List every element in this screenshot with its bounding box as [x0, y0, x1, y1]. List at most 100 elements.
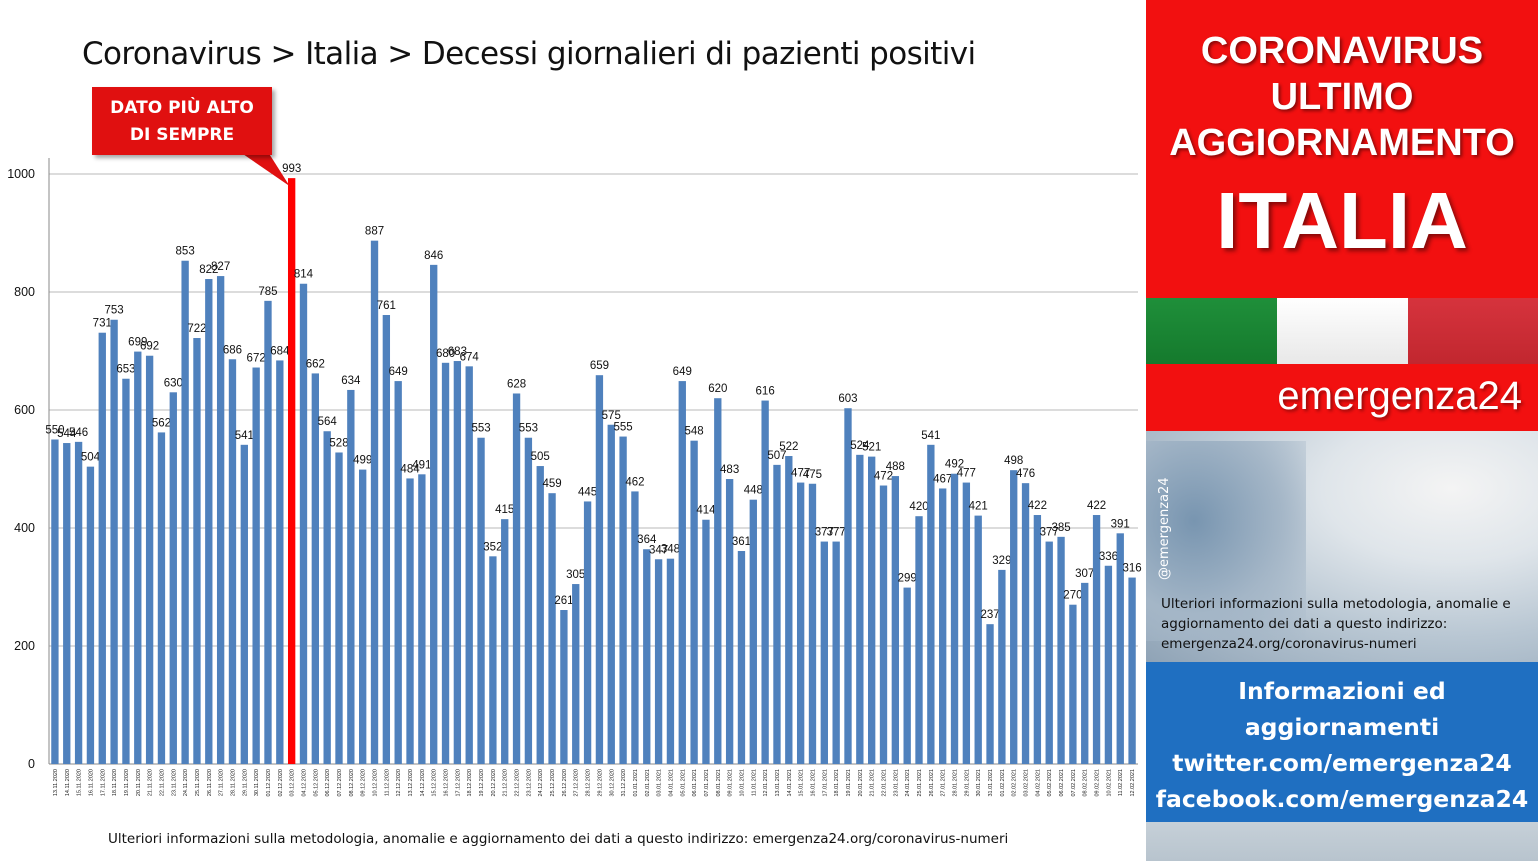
x-tick-label: 04.02.2021 — [1035, 769, 1041, 797]
x-tick-label: 27.12.2020 — [574, 769, 580, 797]
bar — [1104, 565, 1113, 764]
bar — [193, 338, 201, 764]
data-label: 307 — [1075, 568, 1094, 580]
x-tick-label: 27.01.2021 — [941, 769, 947, 797]
data-label: 575 — [602, 410, 621, 422]
bar — [1092, 515, 1101, 764]
bar — [276, 360, 284, 764]
data-label: 448 — [744, 485, 763, 497]
bar — [359, 469, 367, 764]
x-tick-label: 16.11.2020 — [88, 769, 94, 796]
facebook-link[interactable]: facebook.com/emergenza24 — [1155, 785, 1529, 813]
bar — [287, 178, 296, 764]
x-tick-label: 25.12.2020 — [550, 769, 556, 797]
banner-line-ultimo: ULTIMO — [1270, 76, 1414, 118]
background-photo: Ulteriori informazioni sulla metodologia… — [1146, 431, 1538, 662]
x-tick-label: 18.11.2020 — [112, 769, 118, 796]
bar — [1116, 533, 1124, 764]
bar — [950, 473, 959, 764]
data-label: 305 — [566, 569, 585, 581]
social-line-1: Informazioni ed — [1238, 677, 1446, 705]
data-label: 521 — [862, 442, 881, 454]
x-tick-label: 18.01.2021 — [834, 769, 840, 797]
x-tick-label: 05.12.2020 — [313, 769, 319, 797]
bar — [489, 556, 497, 764]
data-label: 316 — [1122, 563, 1141, 575]
x-tick-label: 03.02.2021 — [1024, 769, 1030, 797]
bar — [844, 408, 852, 764]
bar — [737, 551, 746, 764]
data-label: 237 — [980, 609, 999, 621]
x-tick-label: 11.12.2020 — [384, 769, 390, 796]
x-tick-label: 24.01.2021 — [905, 769, 911, 797]
data-label: 683 — [448, 346, 467, 358]
x-tick-label: 07.02.2021 — [1071, 769, 1077, 797]
data-label: 472 — [874, 471, 893, 483]
x-tick-label: 17.12.2020 — [455, 769, 461, 797]
data-label: 477 — [791, 468, 810, 480]
bar — [927, 444, 935, 764]
data-label: 483 — [720, 464, 739, 476]
flag-white-band — [1277, 298, 1408, 364]
bar — [465, 366, 473, 764]
twitter-link[interactable]: twitter.com/emergenza24 — [1172, 749, 1512, 777]
x-tick-label: 04.12.2020 — [301, 769, 307, 797]
data-label: 385 — [1051, 522, 1070, 534]
x-tick-label: 24.11.2020 — [183, 769, 189, 796]
bar — [264, 300, 272, 764]
bar — [1057, 536, 1065, 764]
x-tick-label: 15.11.2020 — [77, 769, 83, 796]
x-tick-label: 14.01.2021 — [787, 769, 793, 797]
social-handle: @emergenza24 — [1157, 477, 1172, 580]
x-tick-label: 06.12.2020 — [325, 769, 331, 797]
x-tick-label: 12.01.2021 — [763, 769, 769, 797]
bar — [74, 441, 83, 764]
x-tick-label: 10.02.2021 — [1106, 769, 1112, 797]
bar — [808, 483, 817, 764]
x-tick-label: 02.02.2021 — [1012, 769, 1018, 797]
x-tick-label: 30.01.2021 — [976, 769, 982, 797]
bar — [891, 476, 900, 764]
bar — [98, 332, 106, 764]
callout-line-1: DATO PIÙ ALTO — [110, 98, 254, 118]
bar — [145, 355, 154, 764]
x-tick-label: 25.01.2021 — [917, 769, 923, 797]
bar — [311, 373, 320, 764]
bar — [122, 378, 130, 764]
bar — [595, 375, 604, 764]
bar — [690, 440, 698, 764]
data-label: 993 — [282, 163, 301, 175]
brand-bar: emergenza24 — [1146, 364, 1538, 431]
data-label: 628 — [507, 378, 526, 390]
bar — [181, 260, 189, 764]
x-tick-label: 28.01.2021 — [953, 769, 959, 797]
sidebar-info-note: Ulteriori informazioni sulla metodologia… — [1161, 596, 1511, 652]
x-tick-label: 11.01.2021 — [751, 769, 757, 796]
x-tick-label: 06.02.2021 — [1059, 769, 1065, 797]
data-label: 445 — [578, 486, 597, 498]
x-tick-label: 09.01.2021 — [728, 769, 734, 797]
bar — [1128, 577, 1136, 764]
y-tick-label: 600 — [14, 403, 35, 417]
banner-line-italia: ITALIA — [1216, 176, 1468, 265]
bar — [370, 240, 379, 765]
x-tick-label: 09.12.2020 — [361, 769, 367, 797]
y-tick-label: 200 — [14, 639, 35, 653]
callout-pointer — [240, 152, 290, 187]
x-tick-label: 22.12.2020 — [515, 769, 521, 797]
data-label: 814 — [294, 269, 314, 281]
bar — [749, 499, 757, 764]
data-label: 422 — [1028, 500, 1047, 512]
x-tick-label: 14.12.2020 — [420, 769, 426, 797]
x-tick-label: 10.12.2020 — [373, 769, 379, 797]
bar — [643, 549, 651, 764]
data-label: 653 — [116, 364, 135, 376]
data-label: 347 — [649, 544, 668, 556]
x-tick-label: 15.01.2021 — [799, 769, 805, 797]
data-label: 475 — [803, 469, 822, 481]
callout-line-2: DI SEMPRE — [129, 125, 235, 145]
x-tick-label: 17.01.2021 — [822, 769, 828, 797]
bar — [572, 584, 580, 764]
banner-line-coronavirus: CORONAVIRUS — [1200, 30, 1484, 72]
bar — [785, 456, 793, 764]
